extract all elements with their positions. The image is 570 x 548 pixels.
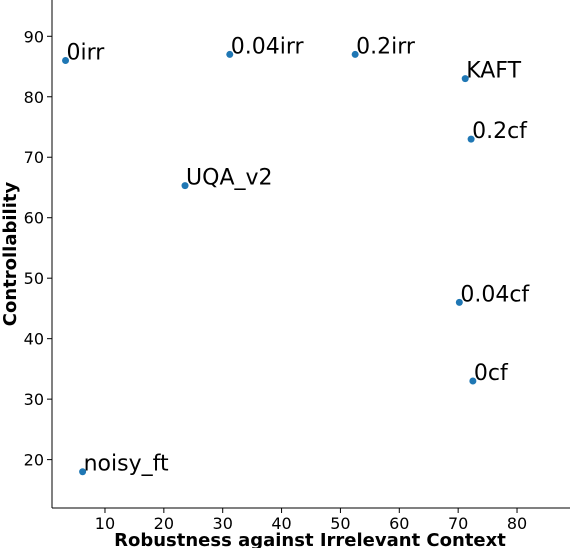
x-axis-title: Robustness against Irrelevant Context <box>114 530 506 548</box>
data-point <box>79 468 87 476</box>
data-point-label: UQA_v2 <box>186 166 272 191</box>
axes <box>51 0 570 509</box>
data-point <box>467 135 475 143</box>
data-point-label: 0.04irr <box>231 34 305 59</box>
data-point <box>469 377 477 385</box>
data-point-label: 0irr <box>67 40 106 65</box>
x-tick-label: 30 <box>213 514 233 533</box>
y-ticks: 20 30 40 50 60 70 80 90 <box>24 27 52 470</box>
data-point <box>226 50 234 58</box>
x-tick-label: 80 <box>507 514 527 533</box>
y-tick-label: 40 <box>24 330 44 349</box>
point-labels: 0irr 0.04irr 0.2irr KAFT 0.2cf UQA_v2 0.04cf 0c… <box>67 34 531 476</box>
x-tick-label: 40 <box>271 514 291 533</box>
x-tick-label: 20 <box>154 514 174 533</box>
data-point-label: 0.2irr <box>356 34 416 59</box>
y-tick-label: 30 <box>24 390 44 409</box>
y-axis-title: Controllability <box>0 182 21 327</box>
y-tick-label: 90 <box>24 27 44 46</box>
data-points <box>62 50 477 476</box>
x-tick-label: 50 <box>330 514 350 533</box>
data-point-label: noisy_ft <box>84 452 169 477</box>
y-tick-label: 80 <box>24 88 44 107</box>
y-tick-label: 20 <box>24 451 44 470</box>
data-point-label: 0.2cf <box>472 119 528 144</box>
x-tick-label: 70 <box>448 514 468 533</box>
x-tick-label: 10 <box>95 514 115 533</box>
x-ticks: 10 20 30 40 50 60 70 80 <box>95 508 527 533</box>
data-point <box>181 182 189 190</box>
y-tick-label: 70 <box>24 148 44 167</box>
data-point <box>351 50 359 58</box>
data-point-label: KAFT <box>466 59 521 84</box>
data-point-label: 0cf <box>474 361 509 386</box>
data-point <box>62 56 70 64</box>
data-point-label: 0.04cf <box>460 282 530 307</box>
data-point <box>455 298 463 306</box>
y-tick-label: 60 <box>24 209 44 228</box>
x-tick-label: 60 <box>389 514 409 533</box>
data-point <box>461 75 469 83</box>
y-tick-label: 50 <box>24 269 44 288</box>
